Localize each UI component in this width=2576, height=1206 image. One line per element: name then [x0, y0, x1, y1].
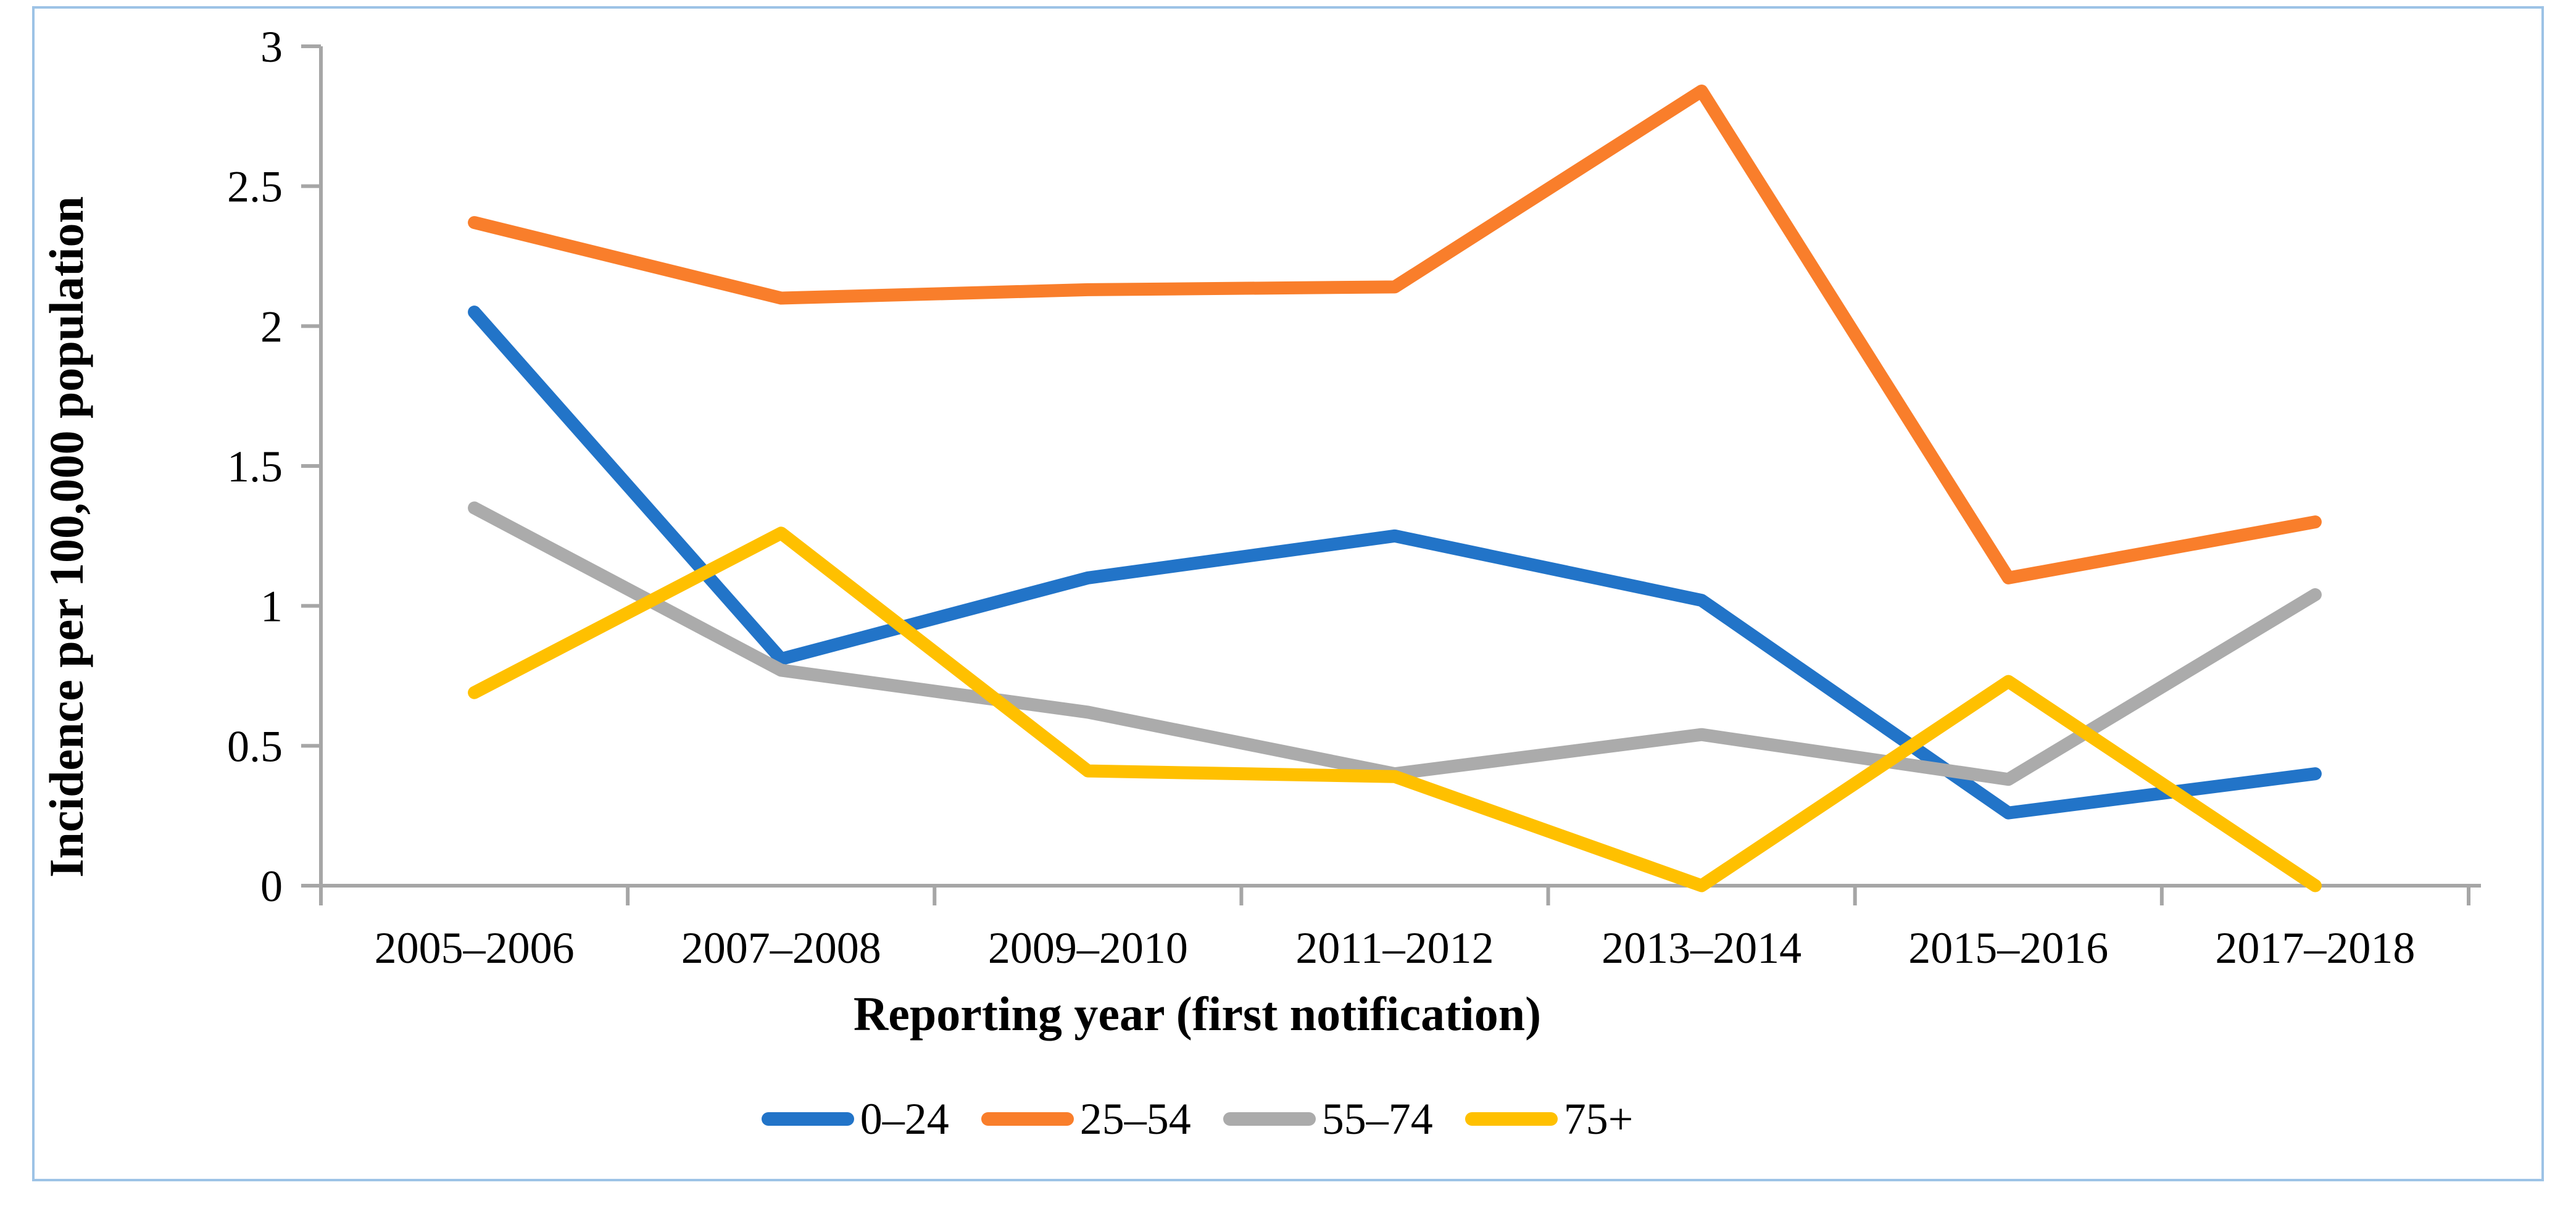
- legend-label: 25–54: [1079, 1094, 1191, 1144]
- y-tick-label: 2: [260, 302, 283, 351]
- y-tick-label: 1: [260, 582, 283, 631]
- y-tick-label: 3: [260, 22, 283, 72]
- x-axis-title: Reporting year (first notification): [853, 987, 1542, 1041]
- legend-swatch: [1223, 1112, 1316, 1126]
- legend: 0–24 25–54 55–74 75+: [321, 1091, 2074, 1147]
- y-tick-label: 1.5: [227, 442, 283, 491]
- y-tick-label: 0: [260, 862, 283, 911]
- legend-item-25-54: 25–54: [981, 1094, 1191, 1145]
- legend-label: 0–24: [860, 1094, 949, 1144]
- legend-label: 55–74: [1321, 1094, 1433, 1144]
- legend-label: 75+: [1563, 1094, 1634, 1144]
- x-tick-label: 2005–2006: [375, 923, 575, 973]
- x-tick-label: 2007–2008: [681, 923, 881, 973]
- x-tick-label: 2015–2016: [1908, 923, 2108, 973]
- legend-item-55-74: 55–74: [1223, 1094, 1433, 1145]
- legend-swatch: [761, 1112, 854, 1126]
- y-tick-label: 2.5: [227, 162, 283, 212]
- y-tick-label: 0.5: [227, 722, 283, 771]
- series-line-25-54: [468, 85, 2322, 584]
- x-tick-label: 2009–2010: [988, 923, 1188, 973]
- series-line-0-24: [468, 306, 2322, 820]
- x-tick-label: 2011–2012: [1295, 923, 1494, 973]
- x-tick-label: 2013–2014: [1602, 923, 1801, 973]
- y-axis-title: Incidence per 100,000 population: [39, 196, 93, 878]
- legend-swatch: [1465, 1112, 1558, 1126]
- legend-item-0-24: 0–24: [761, 1094, 949, 1145]
- series-line-75+: [468, 526, 2322, 892]
- legend-swatch: [981, 1112, 1074, 1126]
- legend-item-75+: 75+: [1465, 1094, 1634, 1145]
- x-tick-label: 2017–2018: [2215, 923, 2415, 973]
